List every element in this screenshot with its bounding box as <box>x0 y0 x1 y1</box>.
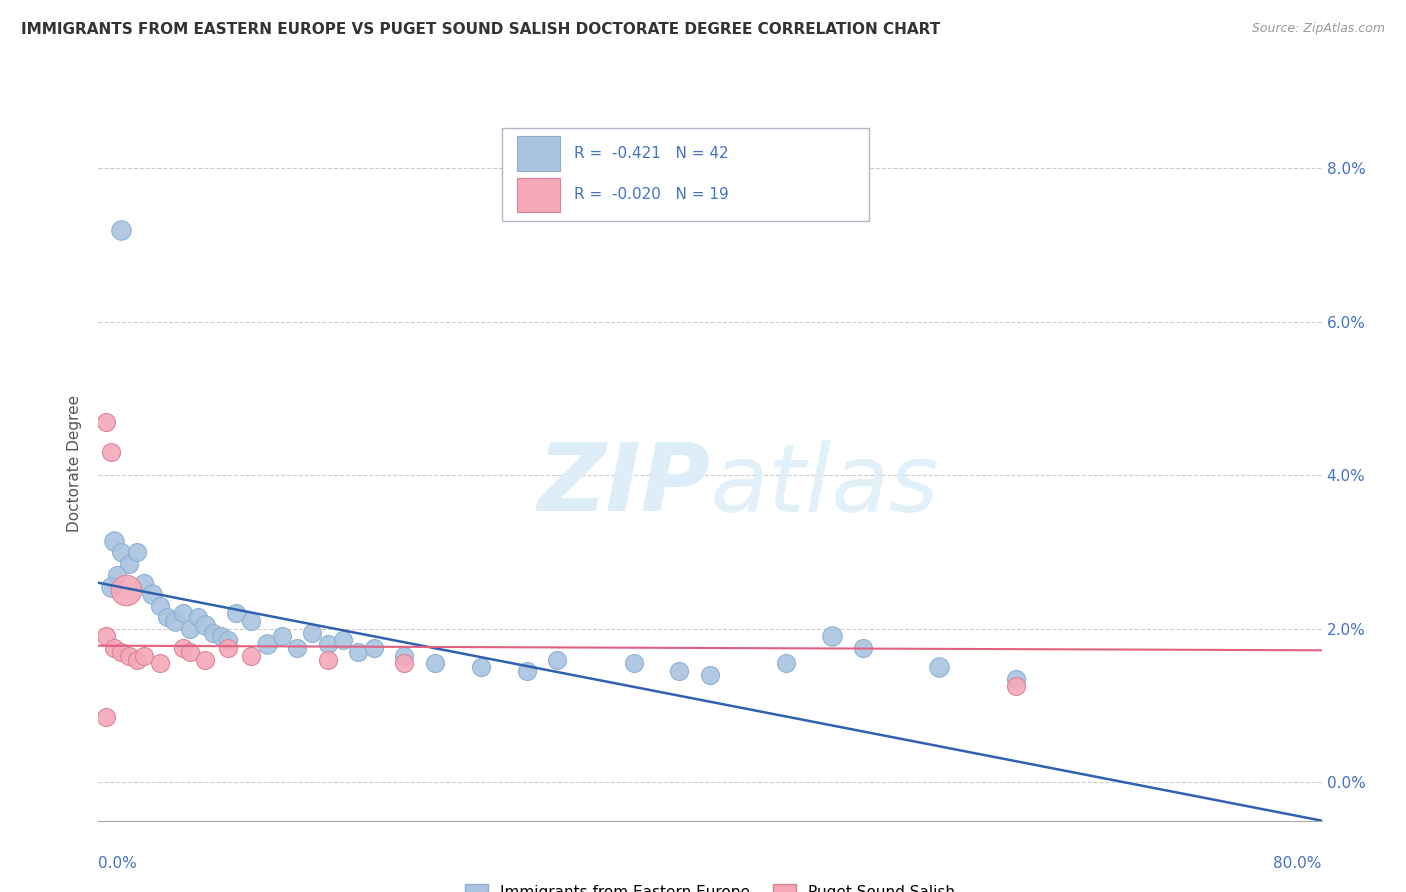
Point <box>285 640 308 655</box>
Point <box>316 637 339 651</box>
Point <box>179 622 201 636</box>
Point <box>928 660 950 674</box>
Text: 80.0%: 80.0% <box>1274 856 1322 871</box>
Y-axis label: Doctorate Degree: Doctorate Degree <box>67 395 83 533</box>
Legend: Immigrants from Eastern Europe, Puget Sound Salish: Immigrants from Eastern Europe, Puget So… <box>458 879 962 892</box>
Point <box>821 630 844 644</box>
Point <box>301 625 323 640</box>
Point <box>110 223 132 237</box>
Text: 0.0%: 0.0% <box>98 856 138 871</box>
Point <box>105 568 128 582</box>
Point <box>94 415 117 429</box>
Point <box>141 587 163 601</box>
Point <box>125 652 148 666</box>
Point <box>623 657 645 671</box>
Point <box>332 633 354 648</box>
Point <box>179 645 201 659</box>
Point <box>94 710 117 724</box>
Point <box>392 648 416 663</box>
Point <box>1004 672 1026 686</box>
Point <box>110 645 132 659</box>
Point <box>149 599 172 613</box>
Point <box>118 557 141 571</box>
Point <box>110 545 132 559</box>
Point <box>516 664 538 678</box>
Point <box>240 614 263 628</box>
Point <box>149 657 172 671</box>
Point <box>134 648 156 663</box>
Point <box>134 575 156 590</box>
Point <box>194 652 217 666</box>
Point <box>172 640 194 655</box>
Point <box>347 645 370 659</box>
Point <box>100 445 122 459</box>
Point <box>103 640 125 655</box>
Point <box>470 660 492 674</box>
Point <box>256 637 278 651</box>
Point <box>775 657 797 671</box>
Point <box>852 640 875 655</box>
Point <box>156 610 179 624</box>
Point <box>163 614 186 628</box>
Text: R =  -0.421   N = 42: R = -0.421 N = 42 <box>574 146 728 161</box>
Point <box>115 583 138 598</box>
Point <box>187 610 209 624</box>
Point <box>118 648 141 663</box>
Point <box>699 668 721 682</box>
Text: IMMIGRANTS FROM EASTERN EUROPE VS PUGET SOUND SALISH DOCTORATE DEGREE CORRELATIO: IMMIGRANTS FROM EASTERN EUROPE VS PUGET … <box>21 22 941 37</box>
Point <box>209 630 232 644</box>
Point <box>668 664 690 678</box>
Point <box>217 633 239 648</box>
Point <box>225 607 247 621</box>
Bar <box>517 178 560 212</box>
Point <box>1004 679 1026 693</box>
Point <box>100 580 122 594</box>
Point <box>103 533 125 548</box>
Point <box>194 618 217 632</box>
Text: Source: ZipAtlas.com: Source: ZipAtlas.com <box>1251 22 1385 36</box>
Point <box>363 640 385 655</box>
Bar <box>502 128 869 221</box>
Text: R =  -0.020   N = 19: R = -0.020 N = 19 <box>574 187 728 202</box>
Point <box>202 625 225 640</box>
Bar <box>517 136 560 170</box>
Point <box>217 640 239 655</box>
Text: atlas: atlas <box>710 440 938 531</box>
Point <box>240 648 263 663</box>
Point <box>316 652 339 666</box>
Point <box>125 545 148 559</box>
Point <box>546 652 568 666</box>
Point <box>423 657 446 671</box>
Point <box>392 657 416 671</box>
Point <box>94 630 117 644</box>
Point <box>172 607 194 621</box>
Point <box>270 630 294 644</box>
Text: ZIP: ZIP <box>537 439 710 532</box>
